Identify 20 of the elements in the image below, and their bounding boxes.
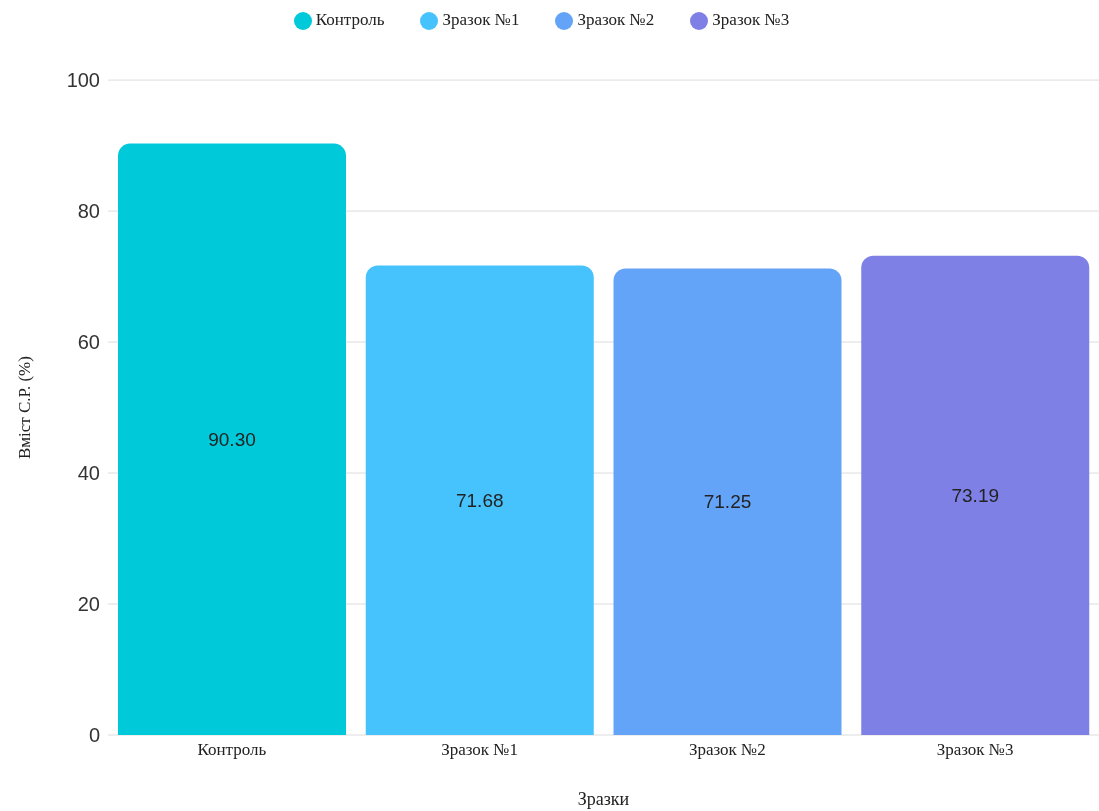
y-axis-title: Вміст С.Р. (%) (15, 356, 35, 460)
data-label: 90.30 (208, 429, 256, 451)
y-tick-label: 0 (88, 724, 100, 747)
y-tick-label: 60 (77, 331, 100, 354)
y-tick-label: 80 (77, 200, 100, 223)
x-tick-label: Зразок №1 (441, 740, 519, 760)
y-tick-label: 40 (77, 462, 100, 485)
y-tick-label: 100 (66, 69, 100, 92)
data-label: 71.25 (703, 491, 752, 513)
legend-label: Контроль (315, 10, 385, 29)
x-axis-title: Зразки (577, 789, 630, 809)
legend-label: Зразок №3 (712, 10, 790, 29)
data-label: 73.19 (951, 485, 1000, 507)
x-tick-label: Контроль (197, 740, 267, 760)
x-tick-label: Зразок №3 (936, 740, 1014, 760)
legend-label: Зразок №2 (577, 10, 655, 29)
legend-label: Зразок №1 (442, 10, 520, 29)
data-label: 71.68 (455, 490, 504, 512)
y-tick-label: 20 (77, 593, 100, 616)
x-tick-label: Зразок №2 (688, 740, 766, 760)
